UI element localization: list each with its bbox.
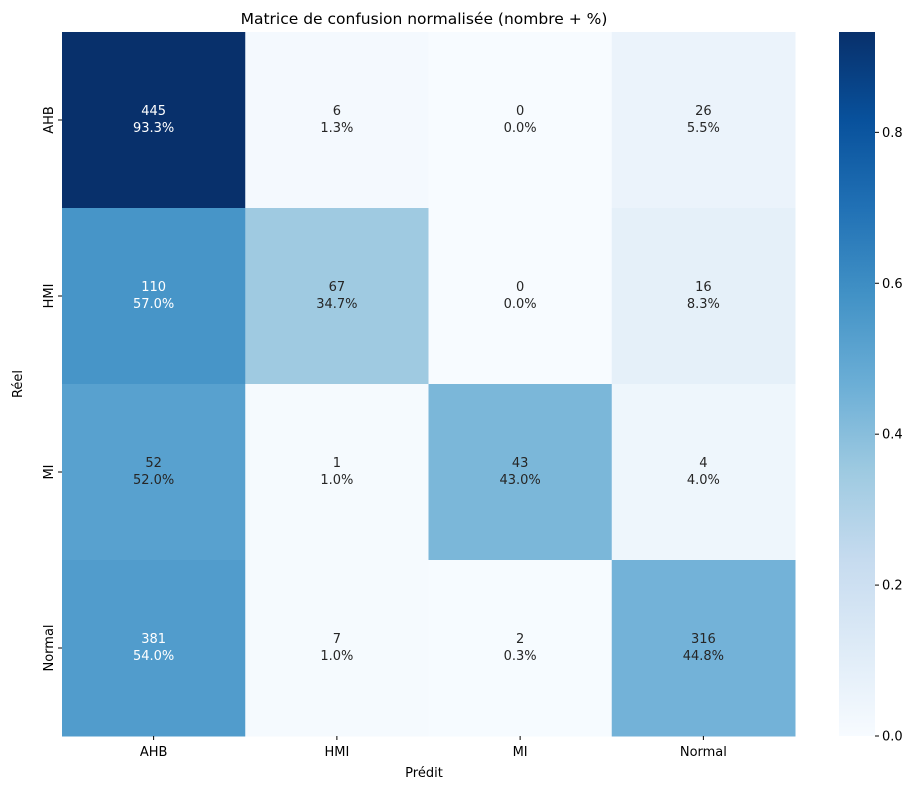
x-tick-label: MI <box>513 745 528 760</box>
cell-count-label: 381 <box>141 632 166 647</box>
cell-percent-label: 1.3% <box>320 121 353 136</box>
cell-count-label: 0 <box>516 104 524 119</box>
heatmap-cell <box>62 32 246 209</box>
heatmap-cell <box>611 384 796 561</box>
cell-percent-label: 4.0% <box>687 473 720 488</box>
heatmap-cell <box>428 32 613 209</box>
colorbar-tick-label: 0.2 <box>882 579 903 594</box>
cell-percent-label: 54.0% <box>133 649 174 664</box>
cell-count-label: 1 <box>333 456 341 471</box>
x-axis-ticks: AHB HMI MI Normal <box>140 736 727 760</box>
cell-percent-label: 0.0% <box>504 297 537 312</box>
colorbar-gradient <box>839 32 875 736</box>
cell-percent-label: 5.5% <box>687 121 720 136</box>
cell-count-label: 445 <box>141 104 166 119</box>
heatmap-cell <box>245 208 429 385</box>
y-tick-label: MI <box>42 464 57 479</box>
y-tick-label: Normal <box>42 624 57 671</box>
cell-count-label: 7 <box>333 632 341 647</box>
cell-percent-label: 44.8% <box>683 649 724 664</box>
cell-count-label: 52 <box>145 456 162 471</box>
colorbar-tick-label: 0.8 <box>882 126 903 141</box>
cell-count-label: 26 <box>695 104 712 119</box>
heatmap-cell <box>62 384 246 561</box>
cell-count-label: 2 <box>516 632 524 647</box>
cell-count-label: 67 <box>329 280 346 295</box>
y-axis-label: Réel <box>11 370 26 398</box>
heatmap-cell <box>428 384 613 561</box>
y-tick-label: AHB <box>42 106 57 134</box>
heatmap-cells: 445 93.3% 6 1.3% 0 0.0% 26 5.5% 110 57.0% 67 34.7% 0… <box>62 32 796 737</box>
cell-percent-label: 52.0% <box>133 473 174 488</box>
cell-percent-label: 34.7% <box>316 297 357 312</box>
heatmap-cell <box>611 560 796 737</box>
cell-count-label: 316 <box>691 632 716 647</box>
heatmap-cell <box>245 384 429 561</box>
x-axis-label: Prédit <box>405 766 443 781</box>
heatmap-cell <box>611 32 796 209</box>
heatmap-cell <box>245 32 429 209</box>
cell-count-label: 43 <box>512 456 529 471</box>
cell-percent-label: 1.0% <box>320 473 353 488</box>
chart-title: Matrice de confusion normalisée (nombre … <box>241 10 608 28</box>
cell-percent-label: 1.0% <box>320 649 353 664</box>
colorbar-tick-label: 0.6 <box>882 277 903 292</box>
heatmap-cell <box>62 560 246 737</box>
y-tick-label: HMI <box>42 284 57 309</box>
y-axis-ticks: AHB HMI MI Normal <box>42 106 62 672</box>
cell-percent-label: 8.3% <box>687 297 720 312</box>
heatmap-cell <box>611 208 796 385</box>
cell-percent-label: 43.0% <box>499 473 540 488</box>
colorbar-tick-label: 0.4 <box>882 428 903 443</box>
x-tick-label: AHB <box>140 745 168 760</box>
heatmap-cell <box>245 560 429 737</box>
heatmap-cell <box>62 208 246 385</box>
cell-count-label: 110 <box>141 280 166 295</box>
cell-count-label: 16 <box>695 280 712 295</box>
cell-percent-label: 0.3% <box>504 649 537 664</box>
x-tick-label: Normal <box>680 745 727 760</box>
cell-percent-label: 93.3% <box>133 121 174 136</box>
heatmap-cell <box>428 560 613 737</box>
cell-percent-label: 57.0% <box>133 297 174 312</box>
colorbar: 0.0 0.2 0.4 0.6 0.8 <box>839 32 903 745</box>
cell-count-label: 6 <box>333 104 341 119</box>
cell-count-label: 0 <box>516 280 524 295</box>
cell-count-label: 4 <box>699 456 707 471</box>
x-tick-label: HMI <box>324 745 349 760</box>
heatmap-cell <box>428 208 613 385</box>
cell-percent-label: 0.0% <box>504 121 537 136</box>
colorbar-tick-label: 0.0 <box>882 730 903 745</box>
